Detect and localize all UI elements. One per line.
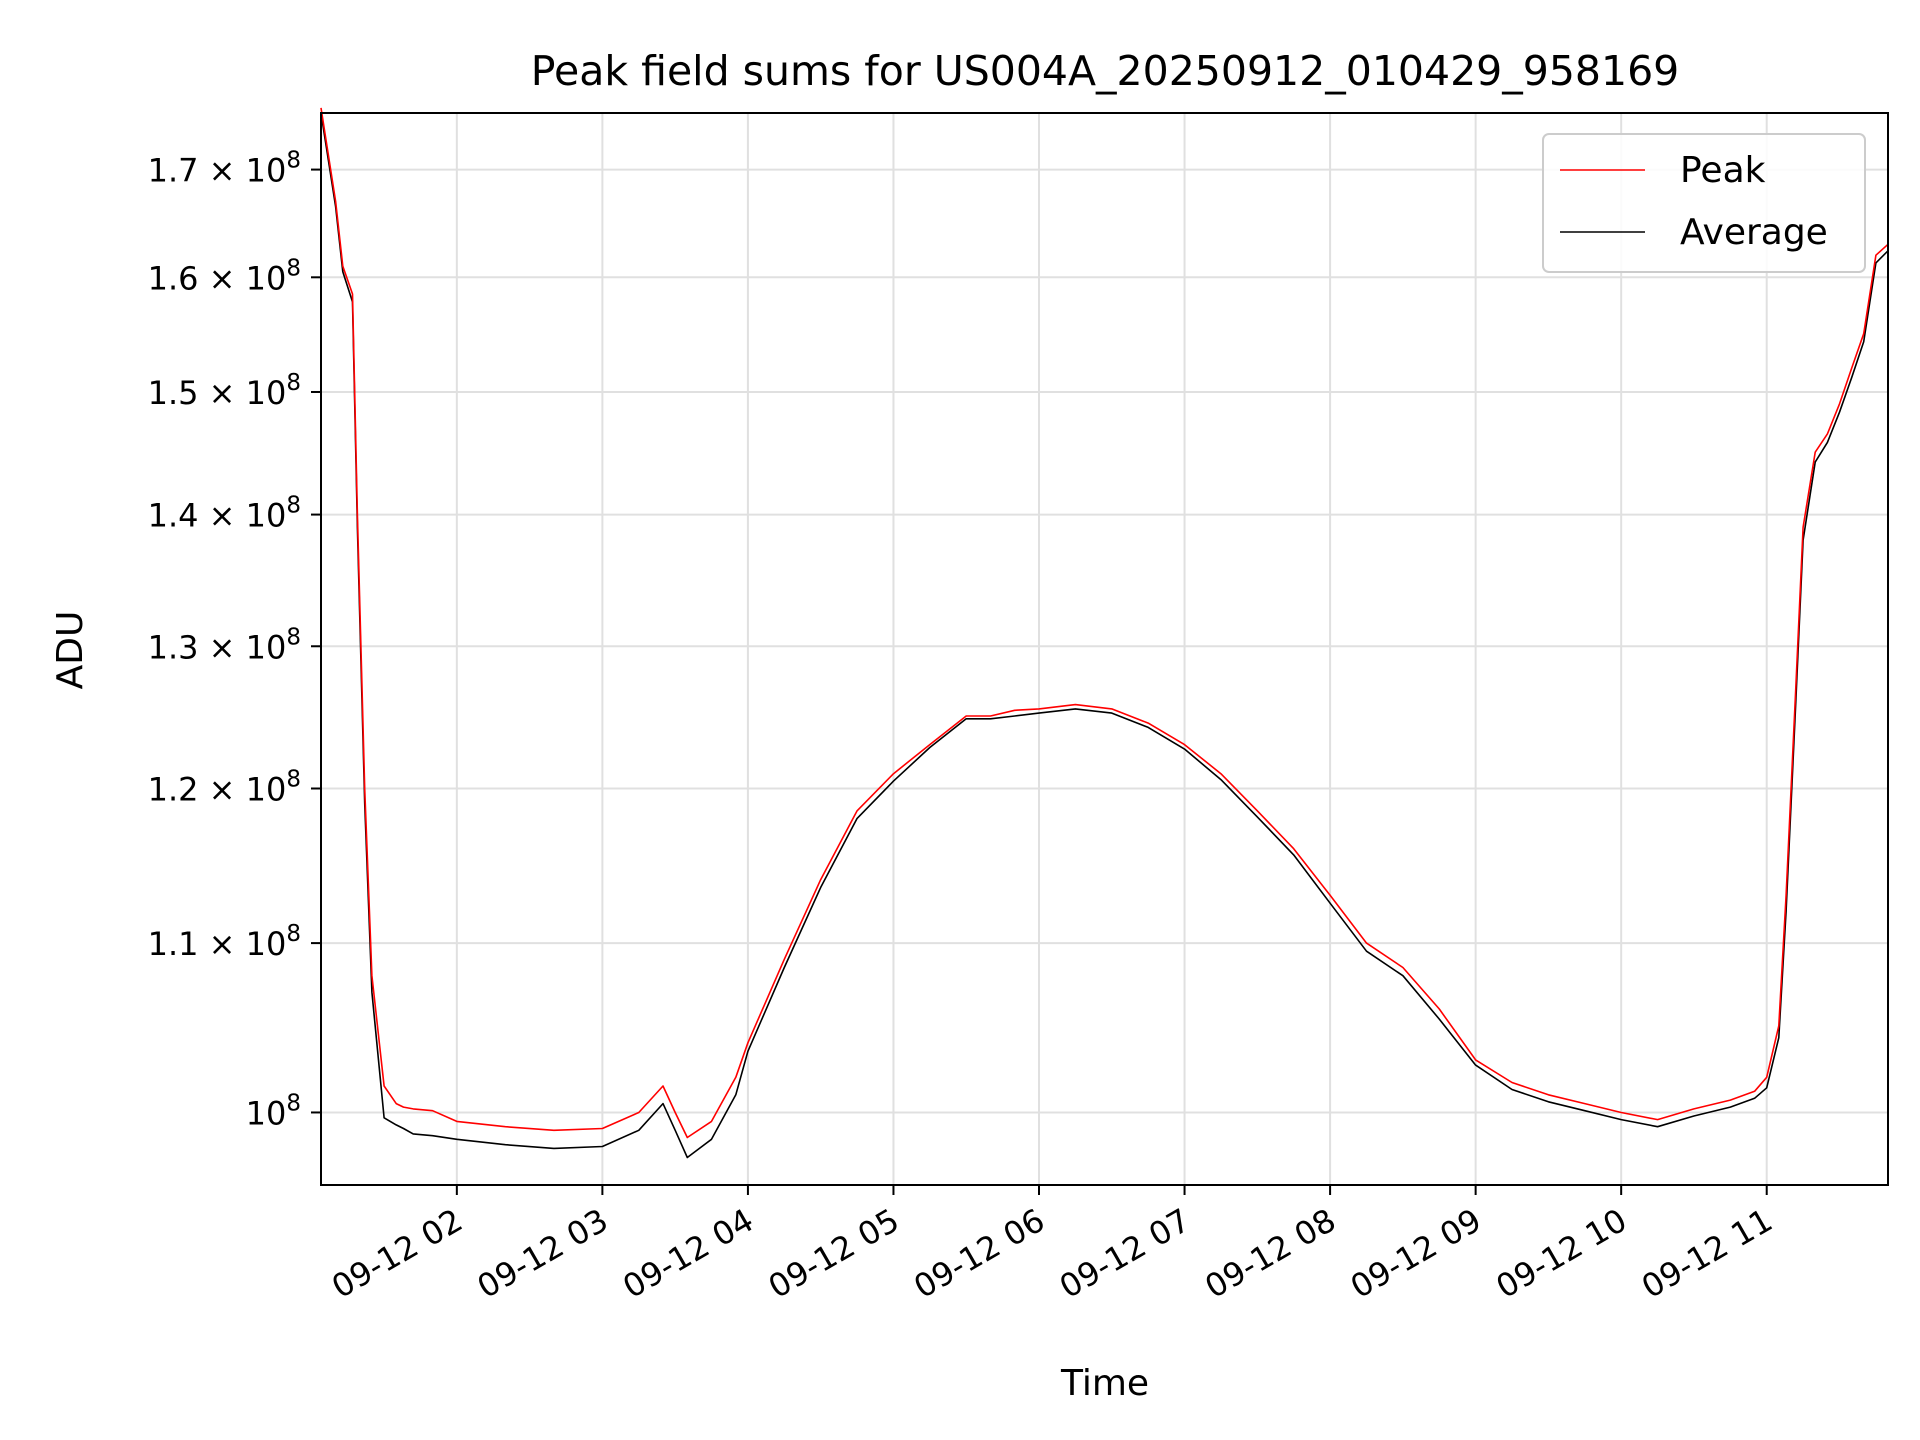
grid — [321, 113, 1888, 1185]
y-tick-label: 1.5 × 108 — [148, 370, 301, 412]
y-axis-label: ADU — [50, 611, 91, 690]
series-layer — [320, 107, 1889, 1159]
legend-label-peak: Peak — [1680, 150, 1766, 191]
chart-title: Peak field sums for US004A_20250912_0104… — [531, 47, 1680, 95]
y-axis: 108 1.1 × 108 1.2 × 108 1.3 × 108 1.4 × 108 1… — [148, 148, 321, 1132]
x-axis-label: Time — [1060, 1363, 1149, 1404]
legend: Peak Average — [1542, 133, 1866, 273]
series-line-average — [320, 112, 1889, 1159]
y-tick-label: 1.2 × 108 — [148, 766, 301, 808]
y-tick-label: 1.6 × 108 — [148, 255, 301, 297]
y-tick-label: 108 — [246, 1090, 301, 1132]
y-tick-label: 1.1 × 108 — [148, 921, 301, 963]
y-tick-label: 1.3 × 108 — [148, 624, 301, 666]
y-tick-label: 1.4 × 108 — [148, 493, 301, 535]
y-tick-label: 1.7 × 108 — [148, 148, 301, 190]
legend-box — [1542, 133, 1866, 273]
plot-frame — [320, 112, 1889, 1186]
series-line-peak — [320, 107, 1889, 1139]
legend-label-average: Average — [1680, 212, 1828, 253]
